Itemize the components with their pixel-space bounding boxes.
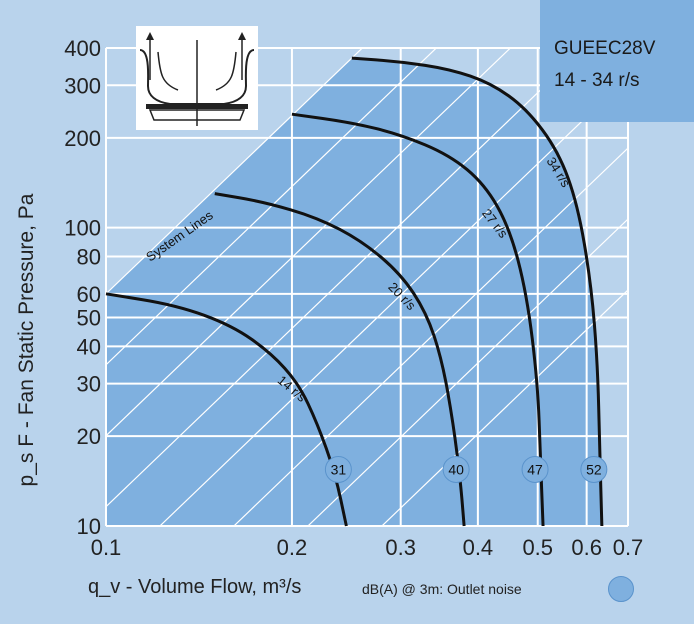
y-tick-label: 20 [77, 424, 101, 449]
system-line [106, 48, 438, 366]
y-tick-label: 60 [77, 282, 101, 307]
legend-swatch [608, 576, 634, 602]
system-line [106, 48, 586, 508]
speed-curve [291, 112, 545, 527]
y-tick-label: 100 [64, 216, 101, 241]
y-tick-label: 30 [77, 372, 101, 397]
system-line [307, 218, 628, 526]
y-tick-label: 300 [64, 73, 101, 98]
y-tick-label: 400 [64, 36, 101, 61]
model-info-box: GUEEC28V 14 - 34 r/s [540, 0, 694, 122]
db-badge [442, 455, 470, 483]
x-tick-label: 0.7 [613, 535, 644, 560]
x-axis-label: q_v - Volume Flow, m³/s [88, 576, 302, 598]
system-line [106, 48, 512, 437]
system-line [106, 48, 364, 295]
db-badge [324, 455, 352, 483]
x-tick-label: 0.1 [91, 535, 122, 560]
system-line [381, 289, 628, 526]
speed-curve [351, 56, 604, 527]
db-badge-label: 52 [586, 461, 602, 477]
y-tick-label: 80 [77, 245, 101, 270]
noise-note: dB(A) @ 3m: Outlet noise [362, 581, 522, 597]
x-tick-label: 0.6 [571, 535, 602, 560]
db-badge-label: 47 [527, 461, 543, 477]
x-tick-label: 0.3 [385, 535, 416, 560]
speed-curve [214, 192, 466, 527]
y-tick-label: 10 [77, 514, 101, 539]
y-tick-label: 40 [77, 334, 101, 359]
y-tick-label: 200 [64, 126, 101, 151]
speed-range: 14 - 34 r/s [554, 70, 640, 91]
x-tick-label: 0.5 [522, 535, 553, 560]
db-badge [580, 455, 608, 483]
db-badge-label: 40 [448, 461, 464, 477]
model-name: GUEEC28V [554, 38, 656, 59]
db-badge-label: 31 [331, 461, 347, 477]
speed-curve [105, 292, 348, 527]
y-axis-label: p_s F - Fan Static Pressure, Pa [15, 193, 38, 487]
db-badge [521, 455, 549, 483]
x-tick-label: 0.4 [463, 535, 494, 560]
y-tick-label: 50 [77, 305, 101, 330]
system-line [233, 147, 628, 526]
fan-diagram-icon [136, 26, 258, 130]
x-tick-label: 0.2 [277, 535, 308, 560]
